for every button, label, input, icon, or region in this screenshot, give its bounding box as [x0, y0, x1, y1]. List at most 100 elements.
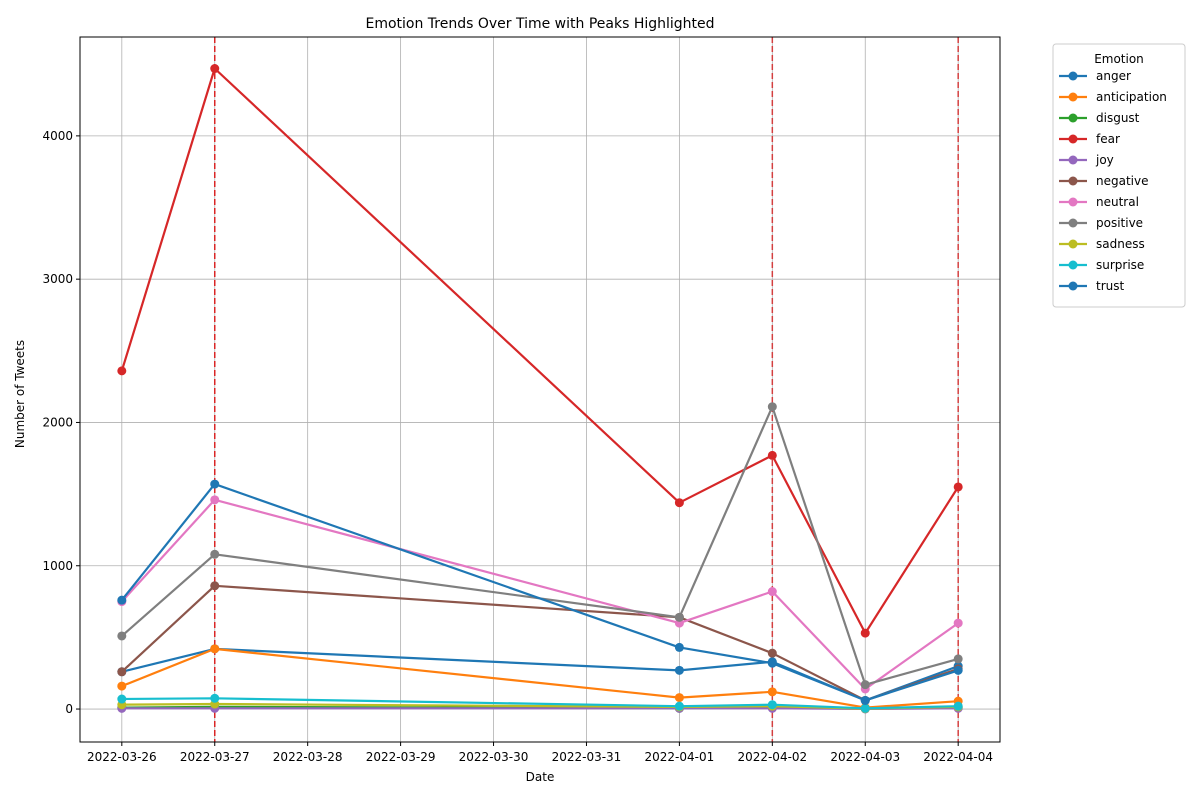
plot-frame [79, 36, 1001, 743]
legend: Emotion anger anticipation disgust fear joy n… [1052, 43, 1186, 308]
series-fear [117, 64, 963, 638]
series-positive [117, 402, 963, 690]
data-point-trust [860, 695, 870, 705]
legend-label: anger [1096, 69, 1131, 83]
series-line-anticipation [121, 647, 959, 709]
legend-label: positive [1096, 216, 1143, 230]
data-point-neutral [953, 618, 963, 628]
legend-title: Emotion [1094, 52, 1144, 66]
x-tick-label: 2022-03-28 [273, 750, 343, 764]
data-point-fear [210, 64, 220, 74]
legend-swatch-marker [1068, 281, 1078, 291]
data-point-anger [674, 665, 684, 675]
y-tick-label: 0 [65, 702, 73, 716]
y-tick-label: 1000 [42, 559, 73, 573]
legend-label: fear [1096, 132, 1120, 146]
x-tick-label: 2022-04-04 [923, 750, 993, 764]
data-point-anticipation [674, 693, 684, 703]
legend-label: neutral [1096, 195, 1139, 209]
legend-item-neutral: neutral [1059, 195, 1139, 209]
series-trust [117, 479, 963, 705]
series-surprise [117, 693, 963, 713]
legend-label: disgust [1096, 111, 1140, 125]
legend-swatch-marker [1068, 218, 1078, 228]
legend-swatch-marker [1068, 176, 1078, 186]
chart-title: Emotion Trends Over Time with Peaks High… [365, 16, 714, 32]
legend-label: anticipation [1096, 90, 1167, 104]
data-point-trust [767, 658, 777, 668]
legend-box [1052, 43, 1186, 308]
data-point-trust [953, 665, 963, 675]
legend-item-fear: fear [1059, 132, 1120, 146]
data-point-fear [953, 482, 963, 492]
data-point-trust [674, 642, 684, 652]
legend-swatch-marker [1068, 239, 1078, 249]
data-point-surprise [117, 694, 127, 704]
legend-item-joy: joy [1059, 153, 1114, 167]
data-point-fear [767, 450, 777, 460]
series-line-trust [120, 483, 959, 702]
series-line-surprise [121, 697, 959, 710]
legend-swatch-marker [1068, 113, 1078, 123]
data-point-trust [117, 595, 127, 605]
legend-swatch-marker [1068, 92, 1078, 102]
data-point-negative [117, 667, 127, 677]
data-point-fear [860, 628, 870, 638]
series-line-neutral [120, 498, 959, 691]
data-point-trust [210, 479, 220, 489]
x-tick-label: 2022-03-26 [87, 750, 157, 764]
data-point-neutral [767, 587, 777, 597]
data-point-positive [767, 402, 777, 412]
data-point-positive [860, 680, 870, 690]
series-line-anger [121, 647, 959, 702]
series-lines [117, 64, 963, 714]
data-point-positive [674, 612, 684, 622]
legend-swatch-marker [1068, 155, 1078, 165]
data-point-negative [767, 648, 777, 658]
y-tick-label: 2000 [42, 415, 73, 429]
series-line-fear [120, 67, 960, 635]
x-tick-label: 2022-04-03 [830, 750, 900, 764]
data-point-surprise [767, 700, 777, 710]
legend-item-sadness: sadness [1059, 237, 1145, 251]
legend-label: trust [1096, 279, 1124, 293]
grid [80, 37, 1000, 742]
series-anticipation [117, 644, 963, 713]
data-point-surprise [210, 693, 220, 703]
data-point-positive [210, 549, 220, 559]
legend-swatch-marker [1068, 71, 1078, 81]
legend-swatch-marker [1068, 134, 1078, 144]
y-axis-ticks: 0 1000 2000 3000 4000 [42, 129, 80, 716]
x-axis-label: Date [526, 770, 555, 784]
data-point-anticipation [767, 687, 777, 697]
data-point-surprise [953, 701, 963, 711]
series-anger [117, 644, 963, 705]
legend-item-trust: trust [1059, 279, 1124, 293]
legend-item-surprise: surprise [1059, 258, 1144, 272]
data-point-fear [117, 366, 127, 376]
legend-label: sadness [1096, 237, 1145, 251]
y-tick-label: 4000 [42, 129, 73, 143]
legend-item-negative: negative [1059, 174, 1148, 188]
x-tick-label: 2022-03-30 [459, 750, 529, 764]
x-tick-label: 2022-03-31 [552, 750, 622, 764]
x-tick-label: 2022-04-02 [737, 750, 807, 764]
legend-swatch-marker [1068, 260, 1078, 270]
data-point-anticipation [117, 681, 127, 691]
legend-label: surprise [1096, 258, 1144, 272]
legend-item-disgust: disgust [1059, 111, 1140, 125]
data-point-positive [117, 631, 127, 641]
series-line-positive [121, 405, 959, 686]
data-point-positive [953, 654, 963, 664]
legend-label: joy [1095, 153, 1114, 167]
legend-item-anticipation: anticipation [1059, 90, 1167, 104]
data-point-negative [210, 581, 220, 591]
data-point-neutral [210, 495, 220, 505]
data-point-surprise [674, 701, 684, 711]
y-axis-label: Number of Tweets [13, 340, 27, 448]
x-tick-label: 2022-03-29 [366, 750, 436, 764]
legend-items: anger anticipation disgust fear joy negative n… [1059, 69, 1167, 293]
legend-swatch-marker [1068, 197, 1078, 207]
x-tick-label: 2022-04-01 [645, 750, 715, 764]
